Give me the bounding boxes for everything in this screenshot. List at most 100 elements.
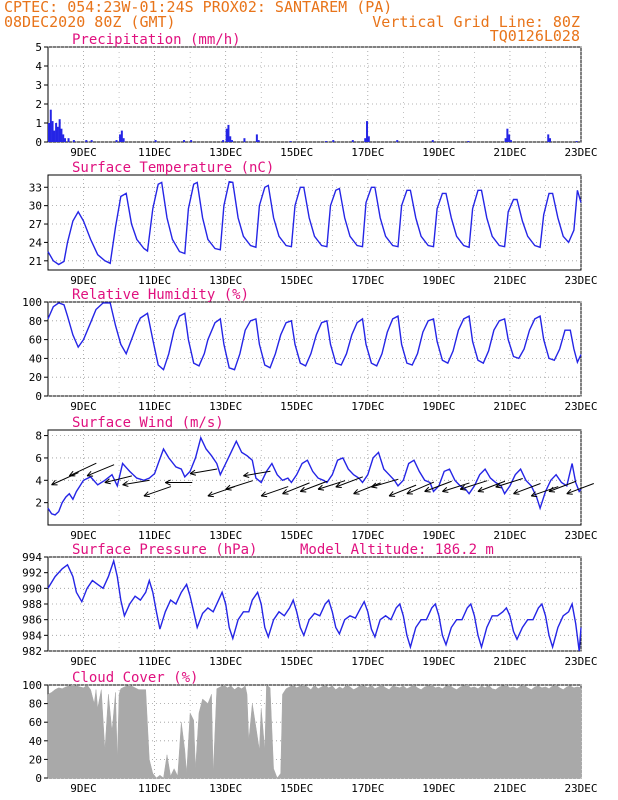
- wind-ytick-label: 4: [35, 474, 42, 487]
- wind-arrow-head: [261, 495, 268, 498]
- wind-arrow-head: [513, 489, 518, 495]
- wind-arrow-head: [299, 486, 305, 492]
- wind-arrow-head: [371, 486, 378, 489]
- wind-arrow: [190, 468, 218, 475]
- temperature-xtick-label: 9DEC: [70, 274, 97, 287]
- wind-arrow-head: [165, 482, 171, 486]
- temperature-xtick-label: 15DEC: [280, 274, 313, 287]
- humidity-ytick-label: 100: [22, 296, 42, 309]
- precip-bar: [183, 140, 186, 142]
- wind-arrow: [282, 482, 310, 495]
- pressure-xtick-label: 9DEC: [70, 655, 97, 668]
- wind-xtick-label: 15DEC: [280, 529, 313, 542]
- humidity-xtick-label: 15DEC: [280, 400, 313, 413]
- wind-arrow-head: [442, 490, 449, 493]
- wind-arrow: [261, 486, 289, 497]
- precip-bar: [367, 136, 370, 142]
- cloud-cover-xtick-label: 13DEC: [209, 782, 242, 795]
- wind-arrow: [460, 480, 488, 490]
- cloud-cover-ytick-label: 40: [29, 735, 42, 748]
- wind-arrow: [225, 480, 253, 490]
- wind-arrow: [513, 483, 541, 495]
- wind-arrow-head: [477, 490, 484, 493]
- wind-arrow-head: [300, 490, 307, 493]
- precip-bar: [222, 140, 225, 142]
- wind-arrow-head: [335, 482, 341, 488]
- precip-bar: [366, 121, 369, 142]
- humidity-ytick-label: 80: [29, 315, 42, 328]
- precip-bar: [467, 141, 470, 142]
- temperature-ytick-label: 33: [29, 181, 42, 194]
- cloud-cover-xtick-label: 15DEC: [280, 782, 313, 795]
- wind-arrow-head: [122, 480, 128, 486]
- precip-bar: [72, 140, 75, 142]
- wind-arrow-head: [243, 471, 249, 477]
- wind-arrow: [335, 476, 363, 488]
- wind-arrow-head: [460, 488, 467, 491]
- cloud-cover-xtick-label: 21DEC: [493, 782, 526, 795]
- precipitation-ytick-label: 4: [35, 60, 42, 73]
- cloud-cover-ytick-label: 20: [29, 753, 42, 766]
- temperature-xtick-label: 23DEC: [564, 274, 597, 287]
- wind-arrow-head: [68, 470, 74, 477]
- pressure-annotation: Model Altitude: 186.2 m: [300, 542, 494, 558]
- wind-arrow: [388, 484, 417, 497]
- precip-bar: [63, 138, 66, 142]
- cloud-cover-xtick-label: 9DEC: [70, 782, 97, 795]
- wind-xtick-label: 11DEC: [138, 529, 171, 542]
- wind-arrow-head: [122, 484, 129, 487]
- wind-arrow-head: [282, 488, 287, 495]
- wind-arrow-head: [104, 482, 111, 485]
- wind-arrow-head: [143, 491, 149, 497]
- wind-arrow-head: [548, 486, 554, 492]
- pressure-ytick-label: 990: [22, 582, 42, 595]
- precip-bar: [431, 140, 434, 142]
- wind-arrow: [317, 480, 346, 490]
- wind-xtick-label: 17DEC: [351, 529, 384, 542]
- wind-title: Surface Wind (m/s): [72, 415, 224, 431]
- wind-arrow-head: [566, 493, 573, 495]
- precip-bar: [67, 138, 70, 142]
- header-station: CPTEC: 054:23W-01:24S PROX02: SANTAREM (…: [4, 0, 393, 16]
- precipitation-xtick-label: 13DEC: [209, 146, 242, 159]
- cloud-cover-xtick-label: 23DEC: [564, 782, 597, 795]
- precipitation-ytick-label: 2: [35, 98, 42, 111]
- cloud-cover-xtick-label: 19DEC: [422, 782, 455, 795]
- wind-arrow: [353, 482, 381, 495]
- precip-bar: [53, 130, 56, 142]
- pressure-title: Surface Pressure (hPa): [72, 542, 257, 558]
- precip-bar: [55, 123, 58, 142]
- wind-arrow-head: [566, 489, 572, 495]
- temperature-ytick-label: 27: [29, 218, 42, 231]
- wind-arrow: [104, 475, 132, 484]
- wind-arrow-head: [104, 478, 110, 483]
- wind-arrow-head: [513, 493, 520, 495]
- humidity-xtick-label: 19DEC: [422, 400, 455, 413]
- wind-arrow: [51, 472, 79, 486]
- wind-arrow-head: [477, 486, 483, 492]
- precip-bar: [49, 109, 52, 142]
- wind-arrow-head: [459, 484, 465, 490]
- header-grid-note: Vertical Grid Line: 80Z: [372, 13, 580, 31]
- wind-arrow-head: [388, 491, 394, 497]
- pressure-line: [47, 558, 582, 652]
- wind-arrow-head: [189, 469, 196, 474]
- precip-bar: [115, 140, 118, 142]
- precipitation-xtick-label: 15DEC: [280, 146, 313, 159]
- wind-arrow: [69, 462, 97, 477]
- wind-arrow-head: [317, 484, 323, 490]
- humidity-line: [47, 302, 582, 371]
- temperature-ytick-label: 21: [29, 255, 42, 268]
- precipitation-xtick-label: 23DEC: [564, 146, 597, 159]
- precipitation-ytick-label: 3: [35, 79, 42, 92]
- wind-arrow: [243, 470, 271, 477]
- precip-bar: [120, 130, 123, 142]
- humidity-xtick-label: 21DEC: [493, 400, 526, 413]
- wind-arrow: [531, 486, 559, 497]
- pressure-ytick-label: 984: [22, 629, 42, 642]
- precipitation-ytick-label: 0: [35, 136, 42, 149]
- humidity-ytick-label: 40: [29, 352, 42, 365]
- precipitation-ytick-label: 5: [35, 41, 42, 54]
- pressure-frame: [47, 556, 582, 652]
- precip-bar: [325, 141, 328, 142]
